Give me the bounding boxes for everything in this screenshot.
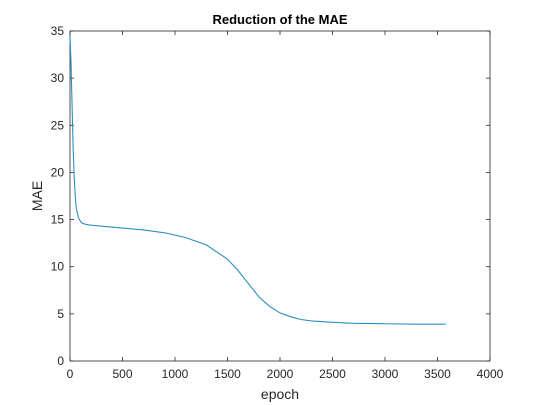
x-tick-label: 1000 [162, 367, 189, 381]
y-tick-label: 10 [51, 260, 65, 274]
chart-title: Reduction of the MAE [212, 12, 347, 27]
y-axis-label: MAE [29, 181, 45, 211]
x-axis: 0 500 1000 1500 2000 2500 3000 3500 4000 [67, 31, 504, 381]
y-tick-label: 30 [51, 71, 65, 85]
y-tick-label: 15 [51, 213, 65, 227]
x-axis-label: epoch [261, 386, 299, 402]
y-tick-label: 0 [57, 354, 64, 368]
x-tick-label: 3000 [372, 367, 399, 381]
plot-area [69, 30, 491, 362]
y-axis: 0 5 10 15 20 25 30 35 [51, 24, 490, 368]
y-tick-label: 20 [51, 165, 65, 179]
y-tick-label: 35 [51, 24, 65, 38]
y-tick-label: 25 [51, 118, 65, 132]
x-tick-label: 1500 [214, 367, 241, 381]
x-tick-label: 0 [67, 367, 74, 381]
x-tick-label: 2500 [319, 367, 346, 381]
series-line [69, 35, 446, 325]
x-tick-label: 4000 [477, 367, 504, 381]
x-tick-label: 500 [112, 367, 132, 381]
y-tick-label: 5 [57, 307, 64, 321]
x-tick-label: 2000 [267, 367, 294, 381]
x-tick-label: 3500 [424, 367, 451, 381]
